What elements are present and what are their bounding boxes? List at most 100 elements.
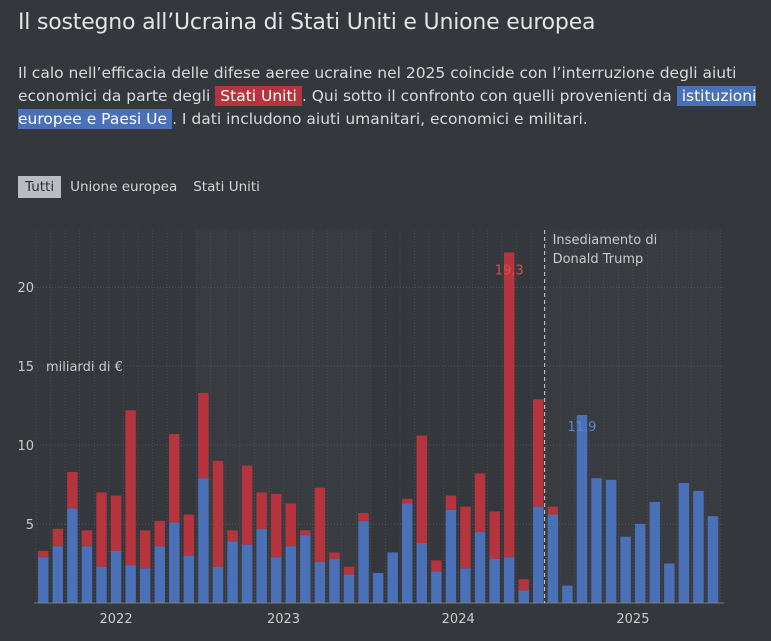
us-highlight-label: Stati Uniti	[215, 86, 302, 106]
bar-us	[227, 530, 238, 542]
x-year-label: 2025	[616, 612, 649, 627]
bar-eu	[562, 585, 573, 603]
bar-us	[533, 399, 544, 507]
bar-eu	[343, 574, 355, 603]
data-label: 11,9	[567, 420, 596, 435]
bar-us	[489, 511, 500, 559]
subtitle-text-3: . I dati includono aiuti umanitari, econ…	[172, 110, 588, 128]
bar-eu	[387, 552, 398, 603]
bar-eu	[154, 546, 165, 603]
filter-us-button[interactable]: Stati Uniti	[193, 179, 260, 195]
bar-eu	[707, 516, 719, 603]
bar-us	[474, 473, 486, 532]
bar-us	[343, 566, 355, 575]
bar-us	[52, 528, 64, 547]
bar-eu	[649, 501, 661, 603]
bar-us	[518, 579, 529, 591]
y-tick-label: 20	[17, 281, 34, 296]
bar-eu	[431, 571, 442, 603]
bar-eu	[110, 550, 122, 603]
y-tick-label: 15	[17, 360, 34, 375]
x-year-label: 2022	[100, 612, 133, 627]
bar-eu	[358, 520, 369, 603]
bar-eu	[591, 478, 602, 603]
bar-eu	[620, 536, 631, 603]
bar-eu	[256, 528, 267, 603]
bar-us	[96, 492, 107, 567]
bar-us	[198, 392, 209, 479]
bar-eu	[169, 522, 180, 603]
bar-us	[402, 498, 413, 504]
bar-us	[110, 495, 122, 551]
filter-tutti-button[interactable]: Tutti	[18, 176, 62, 198]
bar-us	[139, 530, 151, 569]
bar-us	[314, 487, 326, 562]
y-axis-label: miliardi di €	[46, 360, 123, 375]
bar-eu	[372, 572, 384, 603]
data-label: 19,3	[495, 263, 524, 278]
filter-eu-button[interactable]: Unione europea	[70, 179, 178, 195]
bar-eu	[693, 490, 704, 603]
bar-us	[547, 506, 559, 515]
bar-eu	[314, 561, 326, 603]
bar-eu	[547, 514, 559, 603]
bar-eu	[81, 546, 93, 603]
bar-eu	[518, 590, 529, 603]
bar-eu	[329, 558, 340, 603]
x-year-label: 2023	[267, 612, 300, 627]
bar-eu	[38, 557, 49, 603]
page-title: Il sostegno all’Ucraina di Stati Uniti e…	[18, 10, 596, 35]
bar-us	[358, 512, 369, 521]
bar-us	[81, 530, 93, 547]
bar-eu	[503, 557, 515, 603]
bar-us	[445, 495, 457, 510]
x-year-label: 2024	[442, 612, 475, 627]
filter-tabs: Tutti Unione europea Stati Uniti	[18, 176, 269, 198]
annotation-label: Donald Trump	[553, 252, 644, 267]
bar-eu	[300, 535, 311, 603]
bar-eu	[489, 558, 500, 603]
bar-us	[416, 435, 428, 543]
bar-eu	[445, 509, 457, 603]
bar-us	[183, 514, 195, 556]
bar-us	[241, 465, 253, 545]
bar-eu	[183, 555, 195, 603]
bar-eu	[533, 506, 544, 603]
bar-eu	[125, 565, 136, 603]
bar-chart: 5 10 15 20 miliardi di € 2022 2023 2024 2025 19,3…	[17, 230, 725, 627]
bar-eu	[460, 568, 471, 603]
bar-eu	[52, 546, 64, 603]
bar-us	[38, 550, 49, 558]
bar-eu	[678, 482, 690, 603]
bar-eu	[285, 546, 297, 603]
bar-eu	[416, 542, 428, 603]
bar-us	[460, 506, 471, 569]
bar-us	[256, 492, 267, 529]
bar-eu	[67, 508, 78, 603]
bar-eu	[664, 563, 675, 603]
y-tick-label: 5	[26, 518, 34, 533]
bar-us	[125, 410, 136, 566]
bar-eu	[474, 531, 486, 603]
bar-us	[212, 460, 224, 567]
bar-eu	[634, 524, 646, 603]
bar-eu	[198, 478, 209, 603]
chart-subtitle: Il calo nell’efficacia delle difese aere…	[18, 62, 758, 131]
bar-us	[67, 471, 78, 509]
bar-eu	[139, 568, 151, 603]
bar-us	[285, 503, 297, 547]
bar-eu	[212, 566, 224, 603]
bar-eu	[241, 544, 253, 603]
annotation-label: Insediamento di	[553, 233, 658, 248]
bar-eu	[605, 479, 617, 603]
bar-us	[169, 434, 180, 523]
bar-us	[329, 552, 340, 559]
bar-us	[503, 252, 515, 558]
bar-us	[270, 494, 282, 558]
bar-eu	[270, 557, 282, 603]
bar-eu	[402, 503, 413, 603]
y-tick-label: 10	[17, 439, 34, 454]
subtitle-text-2: . Qui sotto il confronto con quelli prov…	[301, 87, 677, 105]
bar-us	[300, 530, 311, 536]
bar-us	[431, 560, 442, 572]
